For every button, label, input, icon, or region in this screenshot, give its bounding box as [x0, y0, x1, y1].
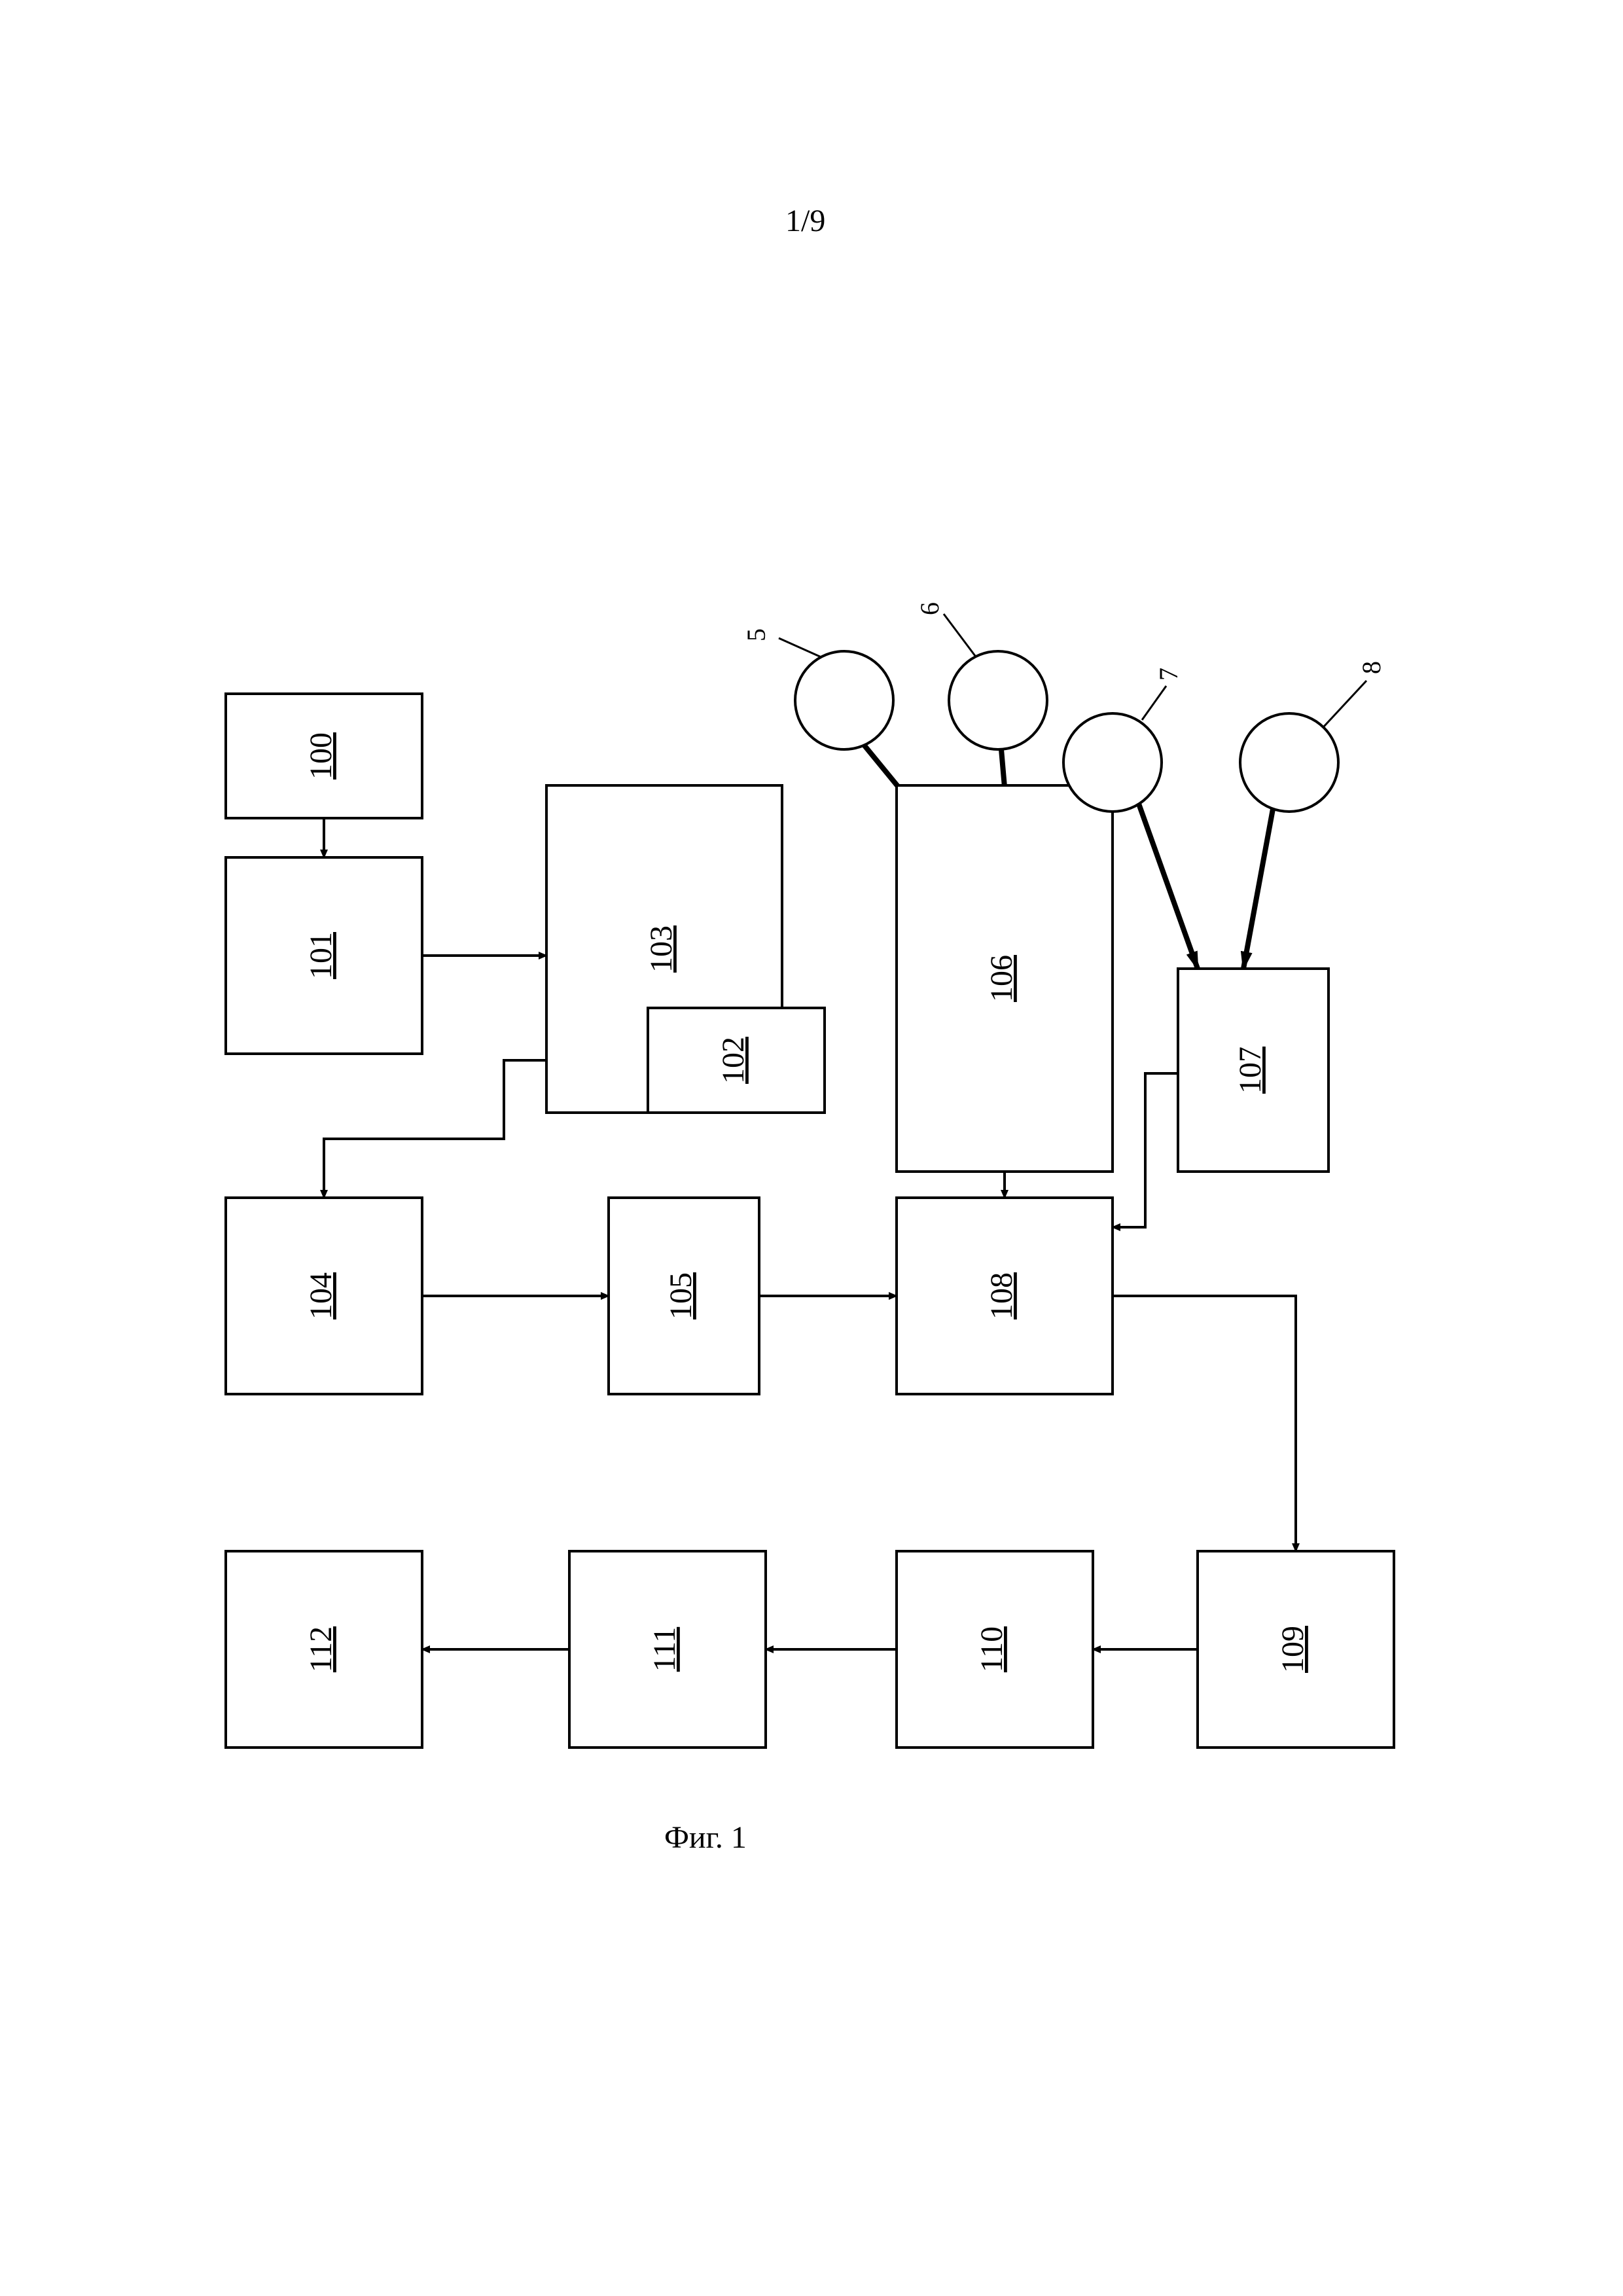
- figure-caption: Фиг. 1: [664, 1820, 747, 1856]
- circle-7: [1063, 713, 1162, 812]
- circle-label-7: 7: [1154, 668, 1183, 681]
- node-label-105: 105: [664, 1272, 698, 1319]
- node-label-100: 100: [304, 732, 338, 780]
- node-label-109: 109: [1275, 1626, 1310, 1673]
- flowchart-diagram: 100 101 103 102 104 105 106 107 108 109 110 111 112 5…: [0, 0, 1623, 2296]
- node-label-112: 112: [304, 1626, 338, 1672]
- circle-label-6: 6: [915, 602, 944, 615]
- node-label-110: 110: [974, 1626, 1009, 1672]
- node-label-103: 103: [644, 925, 679, 973]
- circle-8: [1240, 713, 1338, 812]
- node-label-106: 106: [984, 955, 1019, 1002]
- node-label-104: 104: [304, 1272, 338, 1319]
- circle-5: [795, 651, 893, 749]
- page: 1/9 100101103102104105106107108109110111…: [0, 0, 1623, 2296]
- node-label-101: 101: [304, 932, 338, 979]
- circle-label-5: 5: [741, 628, 771, 641]
- node-label-108: 108: [984, 1272, 1019, 1319]
- node-label-111: 111: [647, 1627, 682, 1672]
- circle-label-8: 8: [1357, 661, 1386, 674]
- node-label-102: 102: [716, 1037, 751, 1084]
- circle-6: [949, 651, 1047, 749]
- node-label-107: 107: [1233, 1047, 1268, 1094]
